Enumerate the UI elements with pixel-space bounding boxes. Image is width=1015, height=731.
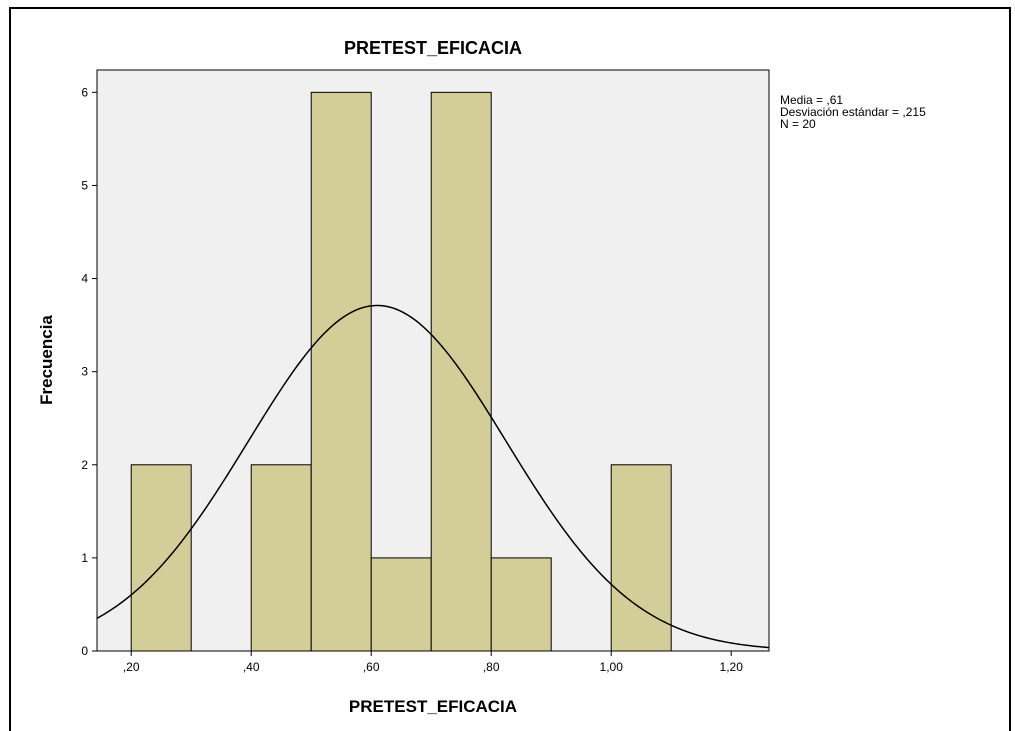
x-axis-label: PRETEST_EFICACIA — [349, 697, 517, 716]
bar — [490, 557, 552, 652]
x-tick-label: ,80 — [483, 660, 500, 674]
y-tick-label: 6 — [81, 85, 88, 99]
chart-title: PRETEST_EFICACIA — [344, 38, 522, 58]
y-tick-label: 3 — [81, 365, 88, 379]
y-tick-label: 5 — [81, 178, 88, 192]
y-tick-label: 1 — [81, 551, 88, 565]
bar — [310, 91, 372, 652]
bar — [370, 557, 432, 652]
normal-curve — [97, 304, 769, 649]
x-tick-label: ,20 — [123, 660, 140, 674]
x-tick-label: ,60 — [363, 660, 380, 674]
x-tick-label: 1,00 — [600, 660, 624, 674]
x-tick-label: 1,20 — [720, 660, 744, 674]
bar — [130, 464, 192, 652]
y-tick-label: 2 — [81, 458, 88, 472]
stat-sd: Desviación estándar = ,215 — [780, 105, 926, 119]
bar — [250, 464, 312, 652]
stat-mean: Media = ,61 — [780, 93, 843, 107]
y-tick-label: 4 — [81, 272, 88, 286]
stat-n: N = 20 — [780, 117, 816, 131]
bar — [610, 464, 672, 652]
y-axis-label: Frecuencia — [37, 315, 56, 405]
y-tick-label: 0 — [81, 644, 88, 658]
x-tick-label: ,40 — [243, 660, 260, 674]
